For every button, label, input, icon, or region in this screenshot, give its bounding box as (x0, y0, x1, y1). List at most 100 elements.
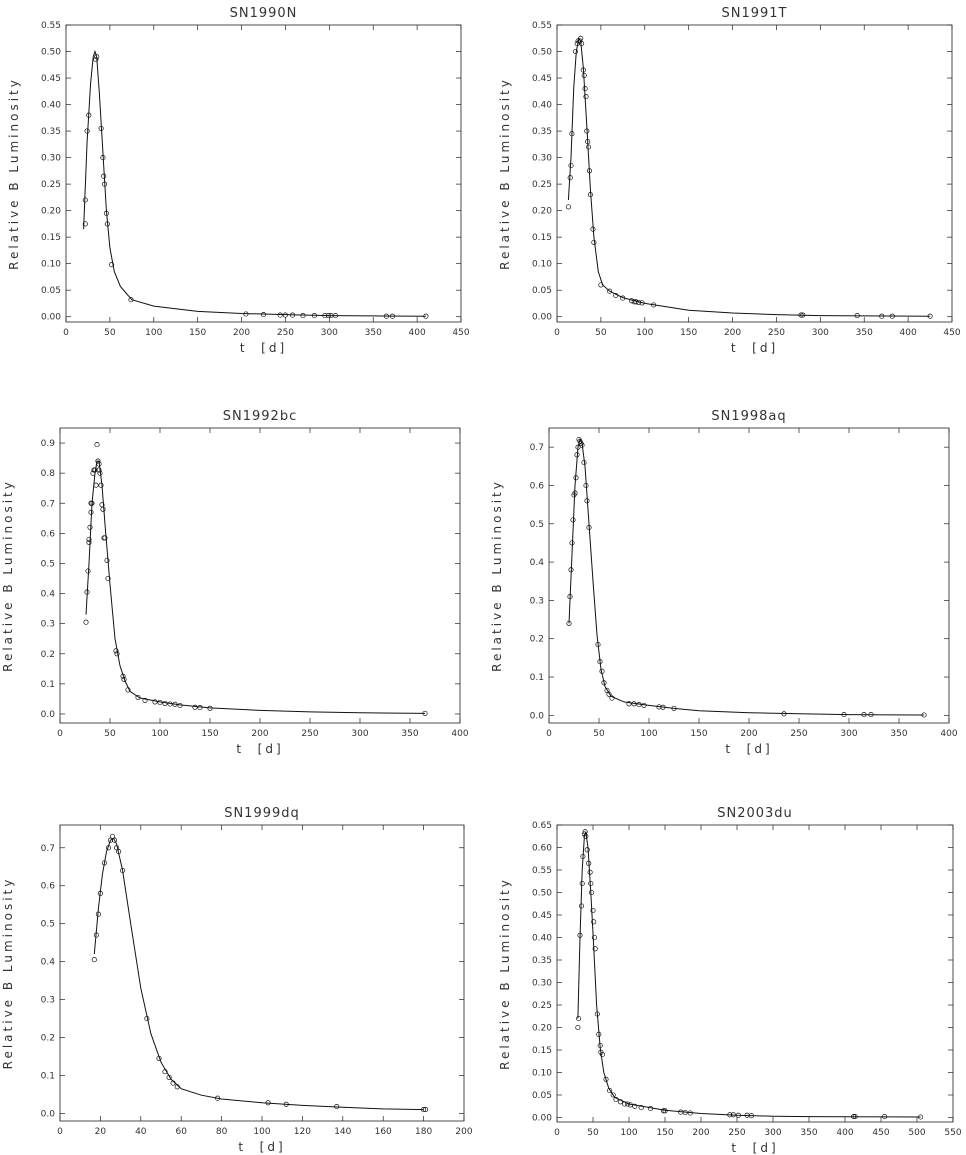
data-point (583, 482, 589, 489)
data-point (114, 651, 120, 657)
data-point (260, 312, 267, 318)
y-tick-label: 0.25 (41, 180, 61, 190)
data-point (215, 1095, 221, 1101)
data-point (638, 1105, 644, 1111)
data-point (585, 139, 591, 145)
data-point (586, 144, 592, 150)
data-point (84, 589, 90, 595)
x-tick-label: 400 (409, 328, 426, 338)
data-point (120, 673, 126, 679)
data-point (102, 181, 108, 187)
y-tick-label: 0.35 (41, 127, 61, 137)
y-tick-label: 0.0 (530, 711, 545, 721)
data-point (144, 1015, 150, 1022)
light-curve-panel-1: SN1990N 0 50 100 150 200 250 300 350 400 450 0.00 0.… (7, 6, 470, 355)
data-point (128, 297, 134, 303)
data-point (125, 687, 131, 693)
data-point (157, 699, 163, 706)
x-tick-label: 350 (856, 328, 873, 338)
data-point (868, 712, 874, 718)
panel-title: SN1990N (230, 6, 298, 21)
data-point (422, 710, 428, 716)
data-point (82, 197, 88, 203)
x-tick-label: 60 (175, 1127, 187, 1137)
x-tick-label: 350 (890, 729, 907, 739)
data-point (591, 934, 597, 941)
x-tick-label: 200 (251, 729, 268, 739)
plot-frame (556, 24, 953, 323)
data-point (423, 1107, 429, 1113)
x-tick-label: 250 (790, 729, 807, 739)
y-tick-label: 0.5 (41, 559, 55, 569)
panel-title: SN1998aq (711, 409, 786, 424)
data-point (568, 567, 574, 573)
x-tick-label: 50 (595, 328, 607, 338)
fit-curve (85, 460, 426, 714)
data-point (389, 313, 396, 319)
y-tick-label: 0.7 (41, 499, 55, 509)
data-point (586, 860, 592, 866)
data-point (82, 221, 88, 227)
y-tick-label: 0.40 (41, 101, 61, 111)
y-tick-label: 0.3 (41, 620, 55, 630)
data-point (597, 1042, 603, 1049)
x-tick-label: 0 (57, 1127, 63, 1137)
x-tick-label: 180 (415, 1127, 432, 1137)
y-tick-label: 0.9 (41, 439, 56, 449)
data-point (580, 67, 586, 73)
data-point (581, 72, 587, 78)
data-point (609, 695, 615, 701)
y-tick-label: 0.0 (41, 710, 56, 720)
data-point (162, 700, 168, 706)
x-tick-label: 20 (95, 1127, 107, 1137)
y-tick-label: 0.15 (532, 1046, 552, 1056)
y-tick-label: 0.05 (532, 286, 552, 296)
data-point (289, 312, 296, 318)
data-point (730, 1112, 736, 1118)
data-point (656, 704, 662, 710)
data-point (283, 1101, 289, 1107)
x-axis-label: t [d] (240, 341, 287, 355)
x-tick-label: 150 (201, 729, 218, 739)
y-tick-label: 0.30 (532, 979, 552, 989)
data-point (661, 1108, 667, 1114)
data-point (604, 687, 610, 693)
y-tick-label: 0.50 (532, 48, 552, 58)
data-point (102, 535, 108, 541)
x-tick-label: 350 (800, 1128, 817, 1138)
y-tick-label: 0.35 (532, 127, 552, 137)
data-point (606, 691, 612, 697)
data-point (162, 1069, 168, 1075)
data-point (84, 128, 90, 134)
data-point (748, 1113, 754, 1119)
x-tick-label: 80 (216, 1127, 228, 1137)
x-axis-label: t [d] (238, 1140, 285, 1154)
data-point (113, 648, 119, 654)
y-tick-label: 0.4 (41, 958, 56, 968)
data-point (383, 313, 389, 319)
x-tick-label: 160 (375, 1127, 392, 1137)
y-tick-label: 0.50 (532, 889, 552, 899)
x-tick-label: 250 (768, 328, 785, 338)
data-point (589, 889, 595, 896)
y-tick-label: 0.6 (530, 481, 545, 491)
data-point (851, 1114, 857, 1120)
data-point (95, 458, 101, 464)
fit-curve (568, 438, 925, 716)
data-point (584, 498, 590, 504)
x-tick-label: 100 (151, 729, 168, 739)
data-point (613, 1096, 619, 1103)
data-point (586, 525, 592, 531)
y-axis-label: Relative B Luminosity (490, 479, 504, 672)
y-tick-label: 0.45 (41, 74, 61, 84)
data-point (682, 1109, 688, 1116)
data-point (579, 880, 585, 887)
data-point (662, 1108, 668, 1114)
data-point (568, 162, 574, 169)
data-point (311, 313, 317, 319)
data-point (641, 702, 647, 708)
x-tick-label: 120 (294, 1127, 311, 1137)
y-tick-label: 0.45 (532, 74, 552, 84)
data-point (93, 482, 99, 488)
data-point (156, 1055, 162, 1061)
